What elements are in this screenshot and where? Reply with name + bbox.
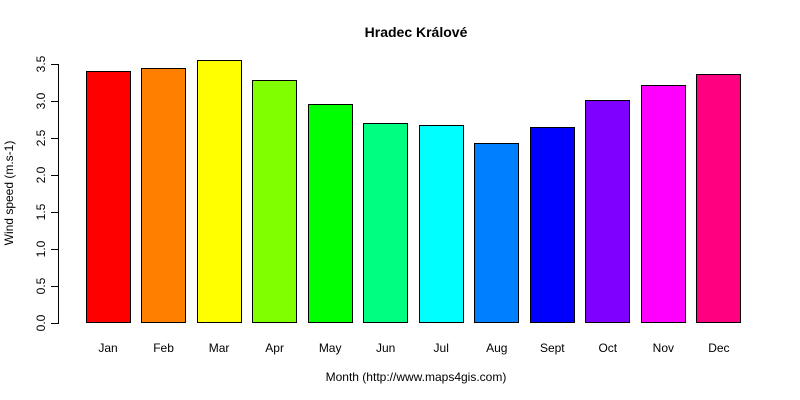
chart-title: Hradec Králové	[364, 24, 468, 40]
y-tick-mark	[51, 100, 59, 102]
bars-area	[75, 33, 752, 323]
x-tick-label-apr: Apr	[265, 341, 284, 355]
x-tick-label-mar: Mar	[208, 341, 230, 355]
y-tick-label: 3.0	[34, 92, 48, 110]
bar-nov	[640, 85, 686, 323]
y-tick-label: 3.5	[34, 55, 48, 73]
bar-jan	[85, 71, 131, 323]
x-tick-label-oct: Oct	[598, 341, 618, 355]
x-tick-label-feb: Feb	[153, 341, 174, 355]
x-tick-label-sept: Sept	[539, 341, 565, 355]
bar-sept	[529, 127, 575, 323]
y-tick-label: 0.5	[34, 277, 48, 295]
y-tick-label: 1.5	[34, 203, 48, 221]
bar-dec	[696, 74, 742, 323]
y-tick-mark	[51, 211, 59, 213]
y-tick-label: 2.0	[34, 166, 48, 184]
y-tick-mark	[51, 137, 59, 139]
x-tick-label-nov: Nov	[652, 341, 675, 355]
y-axis-label: Wind speed (m.s-1)	[2, 140, 16, 246]
y-tick-mark	[51, 248, 59, 250]
y-tick-label: 1.0	[34, 240, 48, 258]
bar-may	[307, 104, 353, 323]
x-tick-label-jan: Jan	[98, 341, 118, 355]
bar-jul	[418, 125, 464, 323]
bar-feb	[141, 68, 187, 323]
bar-apr	[252, 80, 298, 323]
x-axis-tick-labels: Jan Feb Mar Apr May Jun Jul Aug Sept Oct Nov Dec	[75, 341, 752, 355]
y-tick-mark	[51, 285, 59, 287]
y-tick-label: 2.5	[34, 129, 48, 147]
bar-aug	[474, 143, 520, 323]
bar-oct	[585, 100, 631, 323]
y-axis-line	[58, 64, 59, 324]
x-tick-label-jul: Jul	[433, 341, 449, 355]
x-axis-label: Month (http://www.maps4gis.com)	[325, 370, 507, 384]
bar-mar	[196, 60, 242, 323]
x-tick-label-jun: Jun	[376, 341, 396, 355]
y-tick-mark	[51, 322, 59, 324]
x-tick-label-aug: Aug	[486, 341, 508, 355]
bar-jun	[363, 123, 409, 323]
x-tick-label-dec: Dec	[708, 341, 730, 355]
y-tick-mark	[51, 63, 59, 65]
y-tick-mark	[51, 174, 59, 176]
x-tick-label-may: May	[318, 341, 342, 355]
y-tick-label: 0.0	[34, 314, 48, 332]
